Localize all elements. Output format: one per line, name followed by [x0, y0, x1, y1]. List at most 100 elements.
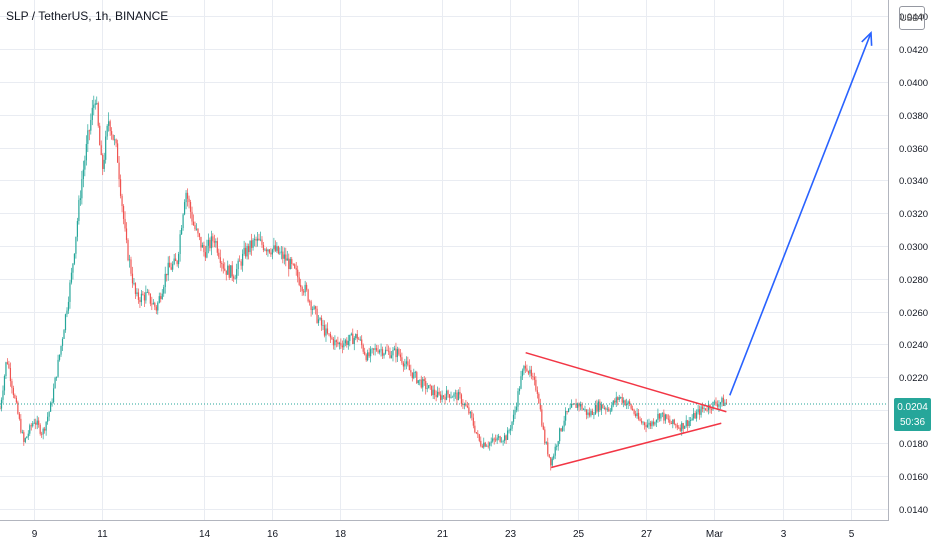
projection-arrow[interactable] — [729, 32, 872, 396]
triangle-upper[interactable] — [525, 351, 727, 413]
candle-body — [420, 379, 422, 388]
candle-body — [331, 337, 333, 339]
candle-body — [603, 408, 605, 409]
countdown-label: 50:36 — [899, 417, 926, 428]
candle-body — [499, 436, 501, 442]
candle-body — [341, 345, 343, 348]
candle-body — [468, 407, 470, 414]
candle-body — [186, 192, 189, 199]
candle-body — [292, 263, 294, 265]
candle-body — [256, 238, 259, 241]
candle-body — [563, 420, 565, 427]
time-tick-label: Mar — [706, 529, 724, 540]
candle-body — [417, 380, 419, 384]
candle-body — [359, 339, 361, 341]
candle-body — [605, 408, 607, 410]
candle-body — [392, 350, 394, 356]
candle-body — [179, 234, 181, 254]
candle-body — [93, 104, 95, 108]
candle-body — [478, 434, 480, 441]
candle-body — [652, 421, 655, 425]
candle-body — [51, 402, 53, 404]
candle-body — [694, 413, 696, 419]
candle-body — [309, 301, 311, 303]
candle-body — [423, 379, 425, 382]
triangle-lower[interactable] — [550, 422, 722, 469]
candle-body — [332, 338, 335, 346]
candle-body — [262, 244, 265, 251]
candle-body — [236, 269, 238, 279]
candle-body — [649, 422, 652, 427]
candle-body — [725, 402, 727, 404]
time-tick-label: 25 — [573, 529, 585, 540]
candle-body — [73, 253, 76, 264]
candle-body — [69, 282, 71, 302]
candle-body — [496, 437, 498, 441]
candle-body — [300, 284, 302, 288]
candle-body — [566, 411, 568, 413]
candle-body — [629, 401, 631, 405]
candle-body — [44, 428, 46, 431]
candle-body — [684, 426, 686, 429]
candle-body — [630, 404, 632, 409]
candle-body — [231, 265, 233, 277]
candle-body — [20, 418, 22, 433]
candle-body — [125, 228, 128, 240]
candle-body — [255, 238, 257, 241]
candle-body — [384, 349, 387, 354]
candle-body — [597, 401, 599, 412]
candle-body — [640, 420, 643, 423]
candle-body — [203, 245, 205, 253]
candle-body — [646, 424, 649, 428]
candle-body — [670, 422, 672, 425]
candle-body — [142, 293, 144, 295]
candle-body — [116, 143, 119, 163]
candle-body — [509, 428, 512, 431]
candle-body — [267, 249, 269, 252]
chart-title: SLP / TetherUS, 1h, BINANCE — [6, 9, 169, 23]
candle-body — [456, 392, 458, 401]
candle-body — [508, 430, 510, 432]
candle-body — [390, 355, 393, 358]
candle-body — [57, 359, 59, 377]
candle-body — [175, 258, 177, 262]
candle-body — [678, 427, 680, 429]
candle-body — [606, 408, 608, 410]
current-price-badge: 0.0204 50:36 — [894, 398, 931, 431]
candle-body — [134, 283, 137, 294]
candle-body — [480, 440, 482, 446]
candle-body — [450, 396, 452, 398]
candle-body — [99, 125, 101, 146]
candle-body — [283, 254, 285, 259]
candle-body — [402, 362, 404, 367]
price-tick-label: 0.0160 — [899, 472, 928, 483]
candle-body — [681, 423, 683, 431]
candle-body — [599, 401, 601, 411]
candle-body — [626, 403, 628, 406]
candle-body — [221, 262, 223, 265]
candle-body — [538, 393, 540, 404]
candle-body — [554, 446, 556, 456]
candle-body — [579, 403, 582, 407]
candle-body — [651, 421, 653, 427]
candle-body — [294, 264, 296, 269]
candle-body — [481, 445, 483, 448]
candle-body — [320, 317, 323, 326]
candle-body — [448, 394, 451, 398]
candle-body — [700, 406, 702, 415]
time-tick-label: 23 — [505, 529, 517, 540]
candle-body — [45, 421, 47, 431]
candle-body — [60, 345, 62, 355]
candle-body — [219, 257, 221, 263]
candle-body — [617, 397, 619, 400]
candle-body — [82, 169, 84, 180]
candle-body — [200, 236, 202, 248]
candle-body — [627, 401, 629, 404]
candle-body — [48, 411, 50, 417]
candle-body — [319, 317, 321, 320]
candle-body — [285, 254, 287, 261]
candle-body — [210, 236, 212, 249]
currency-label[interactable]: USDT — [899, 6, 925, 30]
candle-body — [550, 457, 552, 466]
